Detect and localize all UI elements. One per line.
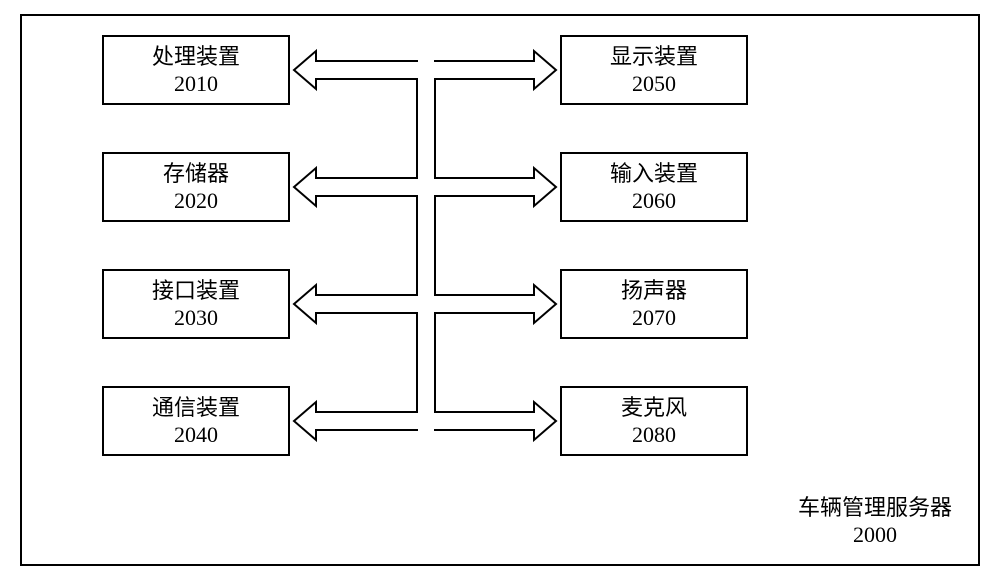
diagram-caption: 车辆管理服务器2000 <box>780 490 970 548</box>
caption-number: 2000 <box>780 522 970 548</box>
caption-title: 车辆管理服务器 <box>780 490 970 522</box>
bus-trunk <box>417 61 435 430</box>
diagram-canvas: 处理装置2010存储器2020接口装置2030通信装置2040显示装置2050输… <box>0 0 1000 580</box>
